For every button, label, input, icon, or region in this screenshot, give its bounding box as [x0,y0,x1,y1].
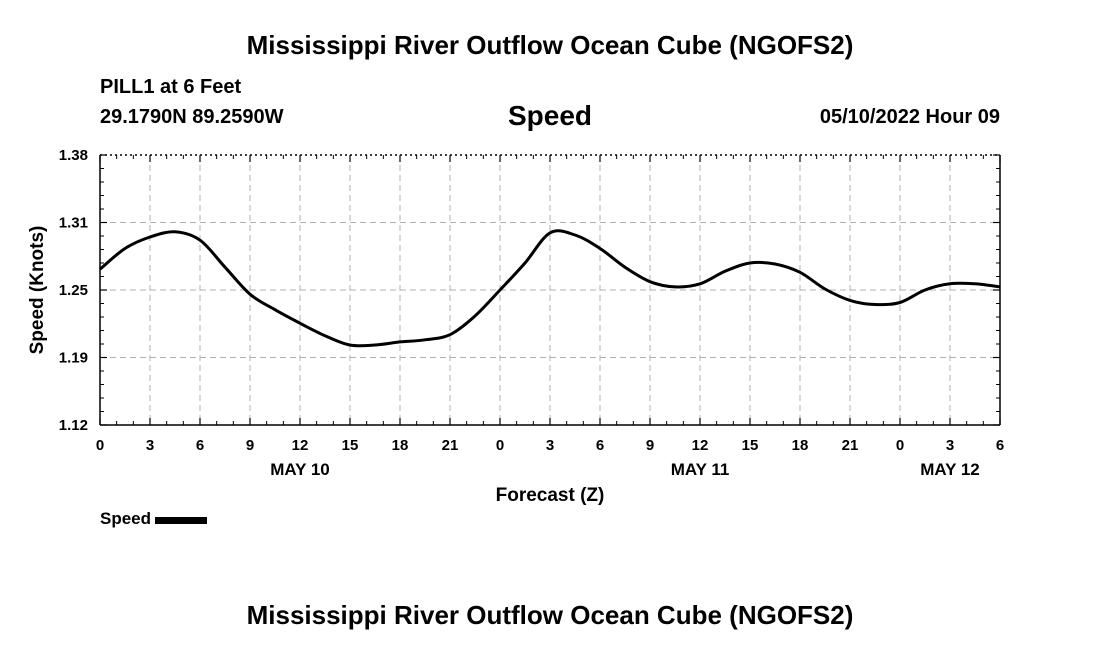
y-tick-label: 1.38 [59,147,88,164]
x-tick-label: 0 [896,437,904,454]
coordinates-label: 29.1790N 89.2590W [100,106,284,128]
bottom-chart-title: Mississippi River Outflow Ocean Cube (NG… [246,600,854,630]
x-tick-label: 9 [246,437,254,454]
x-axis-label: Forecast (Z) [496,485,605,506]
speed-series-line [99,229,1001,348]
x-tick-label: 3 [546,437,554,454]
date-tick-label: MAY 10 [270,460,330,479]
x-tick-label: 0 [96,437,104,454]
x-tick-label: 15 [742,437,759,454]
station-label: PILL1 at 6 Feet [100,76,242,98]
legend-label: Speed [100,509,152,528]
y-axis-label: Speed (Knots) [27,226,48,355]
y-tick-label: 1.31 [59,215,88,232]
y-tick-label: 1.25 [59,282,88,299]
x-tick-label: 18 [792,437,809,454]
x-tick-label: 9 [646,437,654,454]
x-tick-label: 0 [496,437,504,454]
x-tick-label: 18 [392,437,409,454]
chart-main-title: Mississippi River Outflow Ocean Cube (NG… [246,30,854,60]
x-tick-label: 21 [442,437,459,454]
x-tick-label: 6 [996,437,1004,454]
x-tick-label: 3 [946,437,954,454]
x-tick-label: 6 [596,437,604,454]
legend: Speed [100,509,208,529]
x-tick-label: 6 [196,437,204,454]
x-tick-label: 12 [692,437,709,454]
date-label: 05/10/2022 Hour 09 [819,106,1000,128]
legend-line-swatch [155,517,208,524]
date-tick-label: MAY 12 [920,460,980,479]
y-tick-label: 1.12 [59,417,88,434]
date-tick-label: MAY 11 [671,460,730,479]
y-tick-label: 1.19 [59,350,88,367]
variable-title: Speed [507,100,593,131]
x-tick-label: 3 [146,437,154,454]
x-tick-label: 15 [342,437,359,454]
x-tick-label: 21 [842,437,859,454]
x-tick-label: 12 [292,437,309,454]
speed-chart: 0 3 6 9 12 15 18 21 0 3 6 9 12 15 18 21 0 3 6 1.12 1.19 1.25 1… [27,147,1004,506]
